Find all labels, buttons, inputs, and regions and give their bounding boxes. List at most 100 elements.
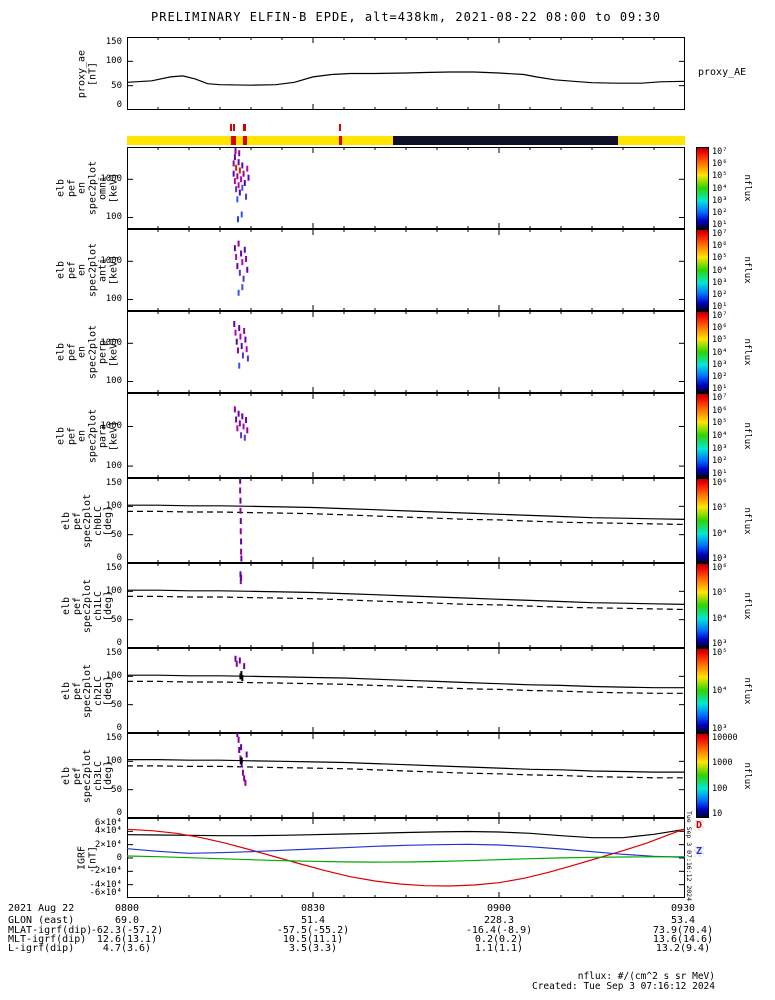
footer-row: GLON (east) 69.0 51.4 228.3 53.4	[0, 915, 775, 926]
y-tick-label: -4×10⁴	[89, 879, 122, 890]
plot-area	[127, 478, 685, 563]
panel-spec-perp: elb pef en spec2plot perp [keV] 100 1000 10…	[0, 311, 775, 394]
plot-canvas	[127, 563, 685, 648]
footer-row: 2021 Aug 22 0800 0830 0900 0930	[0, 903, 775, 914]
footer-value: 3.5(3.3)	[288, 943, 338, 954]
plot-area	[127, 37, 685, 110]
colorbar-tick-label: 10²	[712, 371, 728, 382]
plot-canvas	[127, 478, 685, 563]
created-note: Created: Tue Sep 3 07:16:12 2024	[531, 981, 715, 992]
flag-red-mark	[231, 136, 237, 145]
colorbar-tick-labels: 10⁷ 10⁶ 10⁵ 10⁴ 10³ 10² 10¹	[712, 311, 752, 394]
lc-dashed-line	[127, 510, 685, 526]
flag-segment	[618, 136, 685, 145]
footer-value: 73.9(70.4)	[652, 925, 714, 936]
flag-segment	[127, 136, 393, 145]
time-tick-label: 0900	[486, 903, 512, 914]
proxy-ae-line	[127, 71, 685, 86]
colorbar-tick-label: 10¹	[712, 469, 728, 479]
colorbar	[696, 393, 709, 478]
footer-value: 4.7(3.6)	[102, 943, 152, 954]
colorbar	[696, 147, 709, 229]
axes-frame	[127, 147, 685, 229]
footer-value: -57.5(-55.2)	[276, 925, 350, 936]
panel-spec-omni: elb pef en spec2plot omni [keV] 100 1000 10…	[0, 147, 775, 230]
colorbar-tick-label: 10⁵	[712, 588, 728, 599]
colorbar-title: nflux	[742, 256, 752, 284]
footer-row-label: MLAT-igrf(dip)	[8, 925, 93, 936]
footer-row-label: 2021 Aug 22	[8, 903, 75, 914]
time-tick-label: 0800	[114, 903, 140, 914]
y-tick-label: 1000	[100, 338, 122, 349]
colorbar-tick-labels: 10⁷ 10⁶ 10⁵ 10⁴ 10³ 10² 10¹	[712, 393, 752, 479]
colorbar-tick-label: 10⁵	[712, 418, 728, 429]
lc-dashed-line	[127, 680, 685, 694]
footer-value: 12.6(13.1)	[96, 934, 158, 945]
y-tick-label: 100	[105, 56, 122, 67]
flag-red-mark	[339, 136, 342, 145]
colorbar	[696, 229, 709, 311]
footer-value: 0.2(0.2)	[474, 934, 524, 945]
colorbar-tick-label: 10²	[712, 289, 728, 300]
colorbar	[696, 648, 709, 733]
colorbar-tick-labels: 10⁶ 10⁵ 10⁴ 10³	[712, 478, 752, 564]
plot-title: PRELIMINARY ELFIN-B EPDE, alt=438km, 202…	[151, 10, 661, 24]
y-tick-label: 150	[105, 733, 122, 743]
y-tick-labels: 0 50 100 150	[0, 563, 124, 648]
status-flag-bar	[127, 136, 685, 145]
flag-red-mark	[242, 136, 247, 145]
footer-row: MLAT-igrf(dip) -62.3(-57.2) -57.5(-55.2) -1…	[0, 925, 775, 936]
y-tick-label: 0	[116, 100, 122, 110]
colorbar-tick-label: 10³	[712, 277, 728, 288]
colorbar-tick-labels: 10⁶ 10⁵ 10⁴ 10³	[712, 563, 752, 649]
panel-ch3lc: elb pef spec2plot ch3LC [deg] 0 50 100 150 10…	[0, 733, 775, 819]
colorbar-tick-label: 10⁷	[712, 311, 728, 321]
y-tick-label: 4×10⁴	[94, 826, 122, 837]
plot-area	[127, 648, 685, 733]
colorbar-tick-label: 10⁴	[712, 265, 728, 276]
colorbar-tick-label: 10⁴	[712, 183, 728, 194]
plot-area	[127, 563, 685, 648]
colorbar-tick-label: 10¹	[712, 384, 728, 394]
lc-solid-line	[127, 759, 685, 773]
red-tick-mark	[244, 124, 247, 131]
colorbar-tick-labels: 10⁷ 10⁶ 10⁵ 10⁴ 10³ 10² 10¹	[712, 147, 752, 230]
created-side-label: Tue Sep 3 07:16:12 2024	[685, 810, 693, 902]
y-tick-label: 1000	[100, 421, 122, 432]
colorbar-tick-label: 10⁴	[712, 431, 728, 441]
colorbar-tick-label: 10⁵	[712, 335, 728, 346]
axes-frame	[127, 563, 685, 648]
footer-row: MLT-igrf(dip) 12.6(13.1) 10.5(11.1) 0.2(0.2…	[0, 934, 775, 945]
y-tick-label: 100	[105, 671, 122, 682]
plot-canvas	[127, 648, 685, 733]
panel-ch1lc: elb pef spec2plot ch1LC [deg] 0 50 100 150 10…	[0, 563, 775, 649]
colorbar-tick-label: 10⁷	[712, 393, 728, 403]
y-tick-label: 0	[116, 808, 122, 818]
colorbar-title: nflux	[742, 591, 752, 620]
y-tick-label: -6×10⁴	[89, 888, 122, 898]
colorbar-title: nflux	[742, 338, 752, 366]
colorbar-tick-label: 10⁶	[712, 159, 728, 170]
plot-area	[127, 733, 685, 818]
colorbar	[696, 733, 709, 818]
axes-frame	[127, 733, 685, 818]
colorbar-tick-labels: 10⁵ 10⁴ 10³	[712, 648, 752, 734]
axes-frame	[127, 393, 685, 478]
panel-ch2lc: elb pef spec2plot ch2LC [deg] 0 50 100 150 10…	[0, 648, 775, 734]
y-tick-label: -2×10⁴	[89, 866, 122, 877]
colorbar-tick-label: 10³	[712, 443, 728, 454]
y-tick-labels: 0 50 100 150	[0, 733, 124, 818]
colorbar-tick-label: 10⁴	[712, 347, 728, 358]
colorbar-tick-label: 1000	[712, 758, 733, 769]
lc-solid-line	[127, 674, 685, 689]
red-tick-mark	[338, 124, 341, 131]
y-tick-label: 1000	[100, 256, 122, 267]
nflux-units-note: nflux: #/(cm^2 s sr MeV)	[577, 971, 715, 982]
colorbar-tick-label: 10²	[712, 207, 728, 218]
colorbar-tick-label: 10³	[712, 195, 728, 206]
panel-ch0lc: elb pef spec2plot ch0LC [deg] 0 50 100 150 10…	[0, 478, 775, 564]
footer-value: 10.5(11.1)	[282, 934, 344, 945]
y-tick-labels: 6×10⁴ 4×10⁴ 2×10⁴ 0 -2×10⁴ -4×10⁴ -6×10⁴	[0, 818, 124, 898]
plot-canvas	[127, 733, 685, 818]
y-tick-label: 0	[116, 723, 122, 733]
